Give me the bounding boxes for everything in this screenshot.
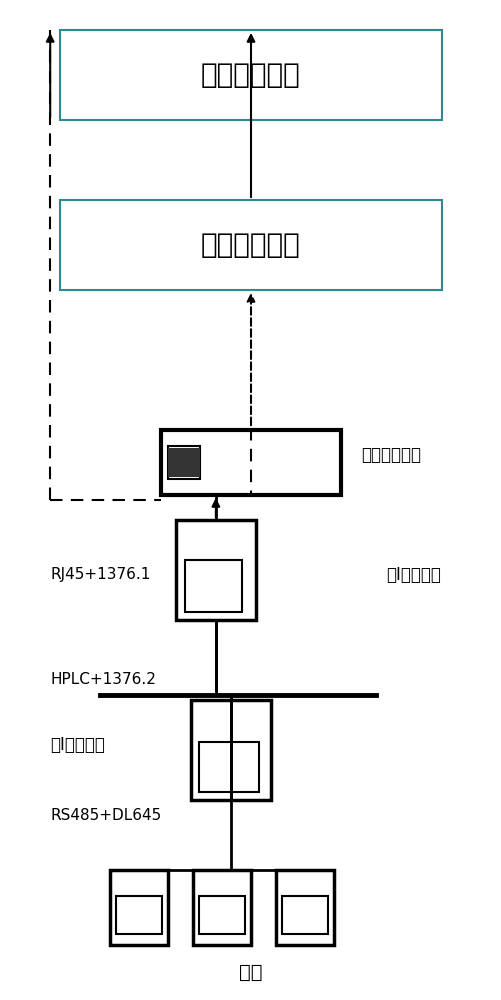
Text: 边缘物联代理: 边缘物联代理 xyxy=(361,446,421,464)
Text: 新I型采集器: 新I型采集器 xyxy=(50,736,105,754)
Bar xyxy=(167,448,200,477)
FancyBboxPatch shape xyxy=(60,30,441,120)
FancyBboxPatch shape xyxy=(60,200,441,290)
Text: 新I型集中器: 新I型集中器 xyxy=(386,566,440,584)
FancyBboxPatch shape xyxy=(160,430,341,495)
Bar xyxy=(185,560,241,612)
Text: RJ45+1376.1: RJ45+1376.1 xyxy=(50,568,150,582)
Text: RS485+DL645: RS485+DL645 xyxy=(50,808,161,822)
Text: 电表: 电表 xyxy=(239,962,262,982)
Text: 用电信息采集: 用电信息采集 xyxy=(201,61,300,89)
Bar xyxy=(116,896,162,934)
FancyBboxPatch shape xyxy=(190,700,271,800)
Bar xyxy=(282,896,328,934)
FancyBboxPatch shape xyxy=(175,520,256,620)
Bar xyxy=(198,896,245,934)
FancyBboxPatch shape xyxy=(193,870,250,945)
FancyBboxPatch shape xyxy=(110,870,168,945)
Text: HPLC+1376.2: HPLC+1376.2 xyxy=(50,672,156,688)
Bar xyxy=(198,742,259,792)
Text: 物联管理平台: 物联管理平台 xyxy=(201,231,300,259)
FancyBboxPatch shape xyxy=(276,870,333,945)
Bar xyxy=(167,446,200,479)
